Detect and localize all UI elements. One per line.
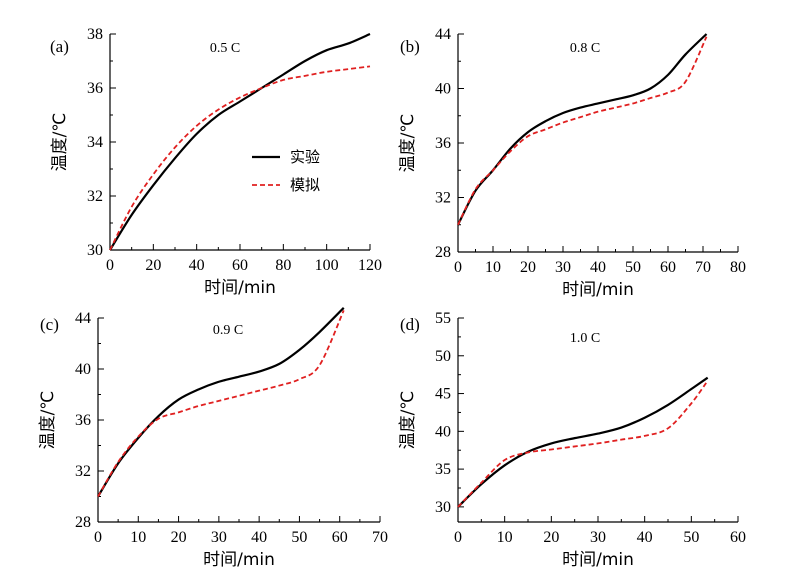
panel-a-y-tick-label: 32 bbox=[87, 188, 103, 205]
panel-c-x-tick-label: 0 bbox=[94, 529, 102, 546]
panel-d-y-tick-label: 40 bbox=[435, 423, 451, 440]
panel-d-x-tick-label: 40 bbox=[637, 529, 653, 546]
panel-c-y-tick-label: 44 bbox=[75, 310, 91, 327]
panel-a-x-tick-label: 100 bbox=[315, 257, 339, 274]
panel-b-x-tick-label: 20 bbox=[520, 259, 536, 276]
panel-d-y-tick-label: 50 bbox=[435, 348, 451, 365]
panel-a: 0 20 40 60 80 100 120 30 32 34 36 38 时间/min 温度/℃ (a) 0.… bbox=[50, 26, 382, 298]
panel-c-x-tick-label: 50 bbox=[291, 529, 307, 546]
panel-c-y-tick-label: 36 bbox=[75, 412, 91, 429]
panel-b-y-tick-label: 40 bbox=[435, 81, 451, 98]
panel-d-x-tick-label: 20 bbox=[543, 529, 559, 546]
panel-b-y-axis-title: 温度/℃ bbox=[398, 114, 418, 173]
panel-a-y-tick-label: 38 bbox=[87, 26, 103, 43]
panel-a-y-tick-label: 36 bbox=[87, 80, 103, 97]
panel-d-y-axis-title: 温度/℃ bbox=[398, 391, 418, 450]
panel-d-series-line-experiment bbox=[457, 376, 709, 508]
panel-a-y-axis-title: 温度/℃ bbox=[50, 113, 70, 172]
panel-a-series-line-experiment bbox=[109, 32, 371, 251]
panel-b-x-axis-title: 时间/min bbox=[562, 280, 634, 300]
panel-c-x-tick-label: 70 bbox=[372, 529, 388, 546]
panel-b-y-tick-label: 36 bbox=[435, 135, 451, 152]
panel-b-x-tick-label: 30 bbox=[555, 259, 571, 276]
legend-label: 模拟 bbox=[290, 176, 320, 194]
panel-d-series-line-simulation bbox=[457, 380, 709, 508]
panel-a-x-tick-label: 0 bbox=[106, 257, 114, 274]
panel-a-x-tick-label: 120 bbox=[358, 257, 382, 274]
panel-b-x-tick-label: 10 bbox=[485, 259, 501, 276]
panel-c-y-tick-label: 28 bbox=[75, 514, 91, 531]
panel-a-x-tick-label: 40 bbox=[189, 257, 205, 274]
legend-label: 实验 bbox=[290, 148, 320, 166]
panel-b-y-tick-label: 32 bbox=[435, 190, 451, 207]
panel-c-x-axis-title: 时间/min bbox=[203, 550, 275, 570]
panel-d-x-tick-label: 60 bbox=[730, 529, 746, 546]
panel-a-x-tick-label: 20 bbox=[145, 257, 161, 274]
panel-d-y-tick-label: 30 bbox=[435, 499, 451, 516]
panel-c-rate-label: 0.9 C bbox=[213, 323, 243, 338]
panel-d-y-tick-label: 55 bbox=[435, 310, 451, 327]
panel-b-x-tick-label: 60 bbox=[660, 259, 676, 276]
panel-c-letter: (c) bbox=[40, 315, 59, 334]
panel-a-rate-label: 0.5 C bbox=[210, 41, 240, 56]
panel-b-y-tick-label: 28 bbox=[435, 244, 451, 261]
panel-c-y-axis-title: 温度/℃ bbox=[38, 391, 58, 450]
panel-a-series-line-simulation bbox=[109, 65, 371, 251]
panel-d-x-tick-label: 10 bbox=[497, 529, 513, 546]
panel-d-x-tick-label: 50 bbox=[683, 529, 699, 546]
panel-b-x-tick-label: 70 bbox=[695, 259, 711, 276]
panel-d-x-axis-title: 时间/min bbox=[562, 550, 634, 570]
panel-d-y-tick-label: 35 bbox=[435, 461, 451, 478]
panel-b-x-tick-label: 50 bbox=[625, 259, 641, 276]
panel-a-y-tick-label: 30 bbox=[87, 242, 103, 259]
panel-b-x-tick-label: 80 bbox=[730, 259, 746, 276]
panel-b-x-tick-label: 40 bbox=[590, 259, 606, 276]
panel-c-x-tick-label: 20 bbox=[171, 529, 187, 546]
panel-c-series-line-experiment bbox=[97, 307, 345, 498]
panel-a-y-tick-label: 34 bbox=[87, 134, 103, 151]
panel-a-x-tick-label: 80 bbox=[275, 257, 291, 274]
panel-a-x-axis-title: 时间/min bbox=[204, 278, 276, 298]
panel-c-x-tick-label: 10 bbox=[130, 529, 146, 546]
panel-c-x-tick-label: 60 bbox=[332, 529, 348, 546]
panel-b-series-line-simulation bbox=[457, 36, 708, 226]
panel-c-x-tick-label: 40 bbox=[251, 529, 267, 546]
panel-a-x-tick-label: 60 bbox=[232, 257, 248, 274]
panel-b: 0 10 20 30 40 50 60 70 80 28 32 36 40 44 时间/min 温度/℃ (b)… bbox=[398, 26, 746, 300]
panel-b-series-line-experiment bbox=[457, 33, 708, 226]
panel-b-x-tick-label: 0 bbox=[454, 259, 462, 276]
panel-d-y-tick-label: 45 bbox=[435, 386, 451, 403]
panel-d-x-tick-label: 30 bbox=[590, 529, 606, 546]
panel-c-y-tick-label: 40 bbox=[75, 361, 91, 378]
panel-d-letter: (d) bbox=[400, 315, 420, 334]
panel-d-x-tick-label: 0 bbox=[454, 529, 462, 546]
panel-b-rate-label: 0.8 C bbox=[570, 41, 600, 56]
panel-c-x-tick-label: 30 bbox=[211, 529, 227, 546]
panel-b-letter: (b) bbox=[400, 37, 420, 56]
panel-d: 0 10 20 30 40 50 60 30 35 40 45 50 55 时间/min 温度/℃ (d) 1.… bbox=[398, 310, 746, 570]
panel-c: 0 10 20 30 40 50 60 70 28 32 36 40 44 时间/min 温度/℃ (c) 0.… bbox=[38, 307, 388, 570]
panel-d-rate-label: 1.0 C bbox=[570, 331, 600, 346]
panel-c-series-line-simulation bbox=[97, 309, 345, 497]
panel-a-letter: (a) bbox=[50, 37, 69, 56]
panel-c-y-tick-label: 32 bbox=[75, 463, 91, 480]
panel-b-y-tick-label: 44 bbox=[435, 26, 451, 43]
